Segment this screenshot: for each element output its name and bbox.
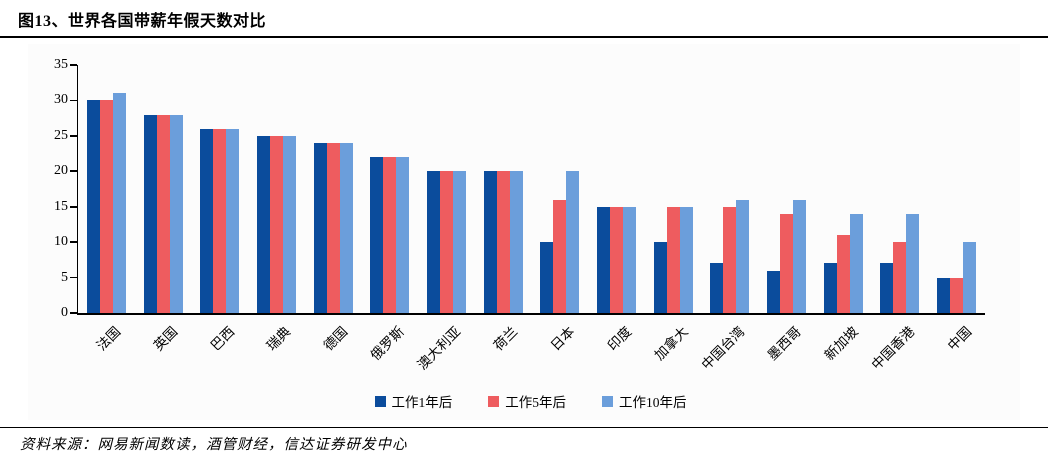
bar xyxy=(710,263,724,313)
bar xyxy=(156,114,170,313)
bar xyxy=(553,199,567,313)
bar xyxy=(326,142,340,313)
bar xyxy=(383,157,397,313)
bar xyxy=(86,100,100,313)
y-axis-tick xyxy=(70,99,77,102)
bar xyxy=(767,270,781,313)
legend-label: 工作5年后 xyxy=(505,395,566,410)
legend-label: 工作1年后 xyxy=(391,395,453,410)
bar xyxy=(849,213,863,313)
y-axis-tick xyxy=(70,241,77,243)
bar xyxy=(112,93,126,313)
bar xyxy=(723,206,737,313)
plot-area: 0 5 10 15 20 25 30 35 法国 英国 巴西 瑞典 德国 俄罗斯 澳大利亚 荷兰 日本 印度 加拿大… xyxy=(54,57,985,373)
y-axis-tick xyxy=(70,135,77,137)
bar xyxy=(963,242,977,313)
bar xyxy=(339,142,353,313)
y-axis-tick-label: 0 xyxy=(61,305,68,320)
bar xyxy=(370,157,384,313)
bar xyxy=(906,213,920,313)
legend-item: 工作1年后 xyxy=(374,391,453,411)
title-rule xyxy=(0,36,1048,39)
bar xyxy=(452,171,466,313)
bar xyxy=(566,171,580,313)
bar xyxy=(597,206,611,313)
bar xyxy=(169,114,183,313)
y-axis-tick xyxy=(70,170,77,173)
page-title: 图13、世界各国带薪年假天数对比 xyxy=(18,13,267,30)
bar xyxy=(213,128,227,313)
footer-rule xyxy=(0,427,1048,429)
bar xyxy=(439,171,453,313)
y-axis-tick-label: 35 xyxy=(54,57,68,72)
bar xyxy=(610,206,624,313)
bar xyxy=(937,277,951,313)
bar xyxy=(540,242,554,313)
y-axis-tick-label: 30 xyxy=(54,92,68,108)
y-axis-tick-label: 25 xyxy=(54,127,68,143)
bar xyxy=(653,242,667,313)
y-axis-tick-label: 15 xyxy=(54,198,68,214)
legend: 工作1年后 工作5年后 工作10年后 xyxy=(77,391,984,411)
bar xyxy=(780,213,794,313)
bar xyxy=(836,235,850,313)
bar xyxy=(623,206,637,313)
bar xyxy=(736,199,750,313)
legend-swatch-icon xyxy=(488,395,500,407)
bar xyxy=(793,199,807,313)
legend-item: 工作10年后 xyxy=(602,391,687,411)
y-axis-tick xyxy=(70,205,77,208)
bar xyxy=(509,171,523,313)
y-axis-tick xyxy=(70,64,77,66)
bar xyxy=(313,142,327,313)
y-axis-tick xyxy=(70,276,77,279)
y-axis-tick-label: 10 xyxy=(54,234,68,250)
bar xyxy=(200,128,214,313)
bar xyxy=(679,206,693,313)
legend-item: 工作5年后 xyxy=(488,391,566,411)
y-axis-tick-label: 20 xyxy=(54,163,68,179)
bar xyxy=(483,171,497,313)
bar xyxy=(426,171,440,313)
bar xyxy=(226,128,240,313)
y-axis-tick xyxy=(70,312,77,314)
legend-label: 工作10年后 xyxy=(619,395,687,410)
bar xyxy=(143,114,157,313)
bar xyxy=(269,135,283,313)
bar xyxy=(396,157,410,313)
bar xyxy=(823,263,837,313)
bar xyxy=(99,100,113,313)
source-note: 资料来源：网易新闻数读，酒管财经，信达证券研发中心 xyxy=(20,437,408,453)
legend-swatch-icon xyxy=(374,395,386,407)
bar xyxy=(666,206,680,313)
bar xyxy=(282,135,296,313)
bar xyxy=(496,171,510,313)
bar xyxy=(893,242,907,313)
bar xyxy=(256,135,270,313)
bar xyxy=(880,263,894,313)
bar xyxy=(950,277,964,313)
y-axis-tick-label: 5 xyxy=(61,269,68,285)
legend-swatch-icon xyxy=(602,395,613,407)
